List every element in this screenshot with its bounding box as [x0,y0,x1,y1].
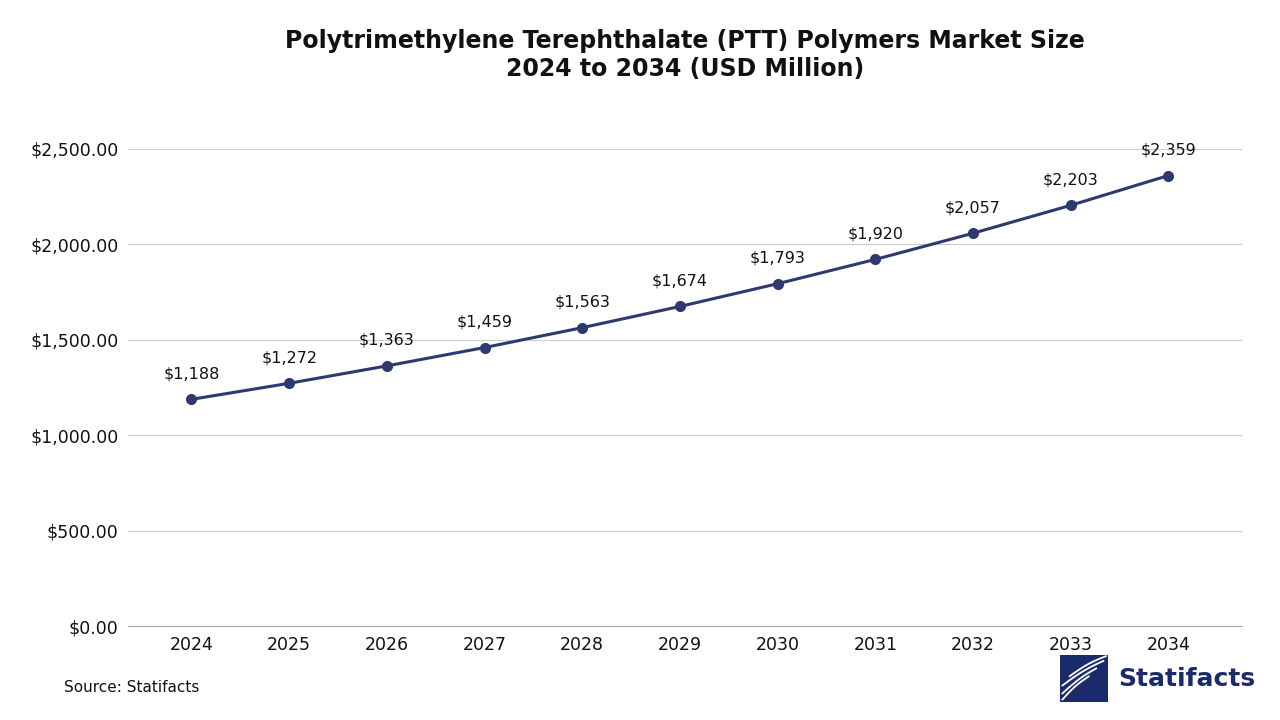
Text: $1,188: $1,188 [164,366,220,382]
Text: $2,359: $2,359 [1140,143,1197,158]
Text: Source: Statifacts: Source: Statifacts [64,680,200,695]
Text: $1,272: $1,272 [261,350,317,365]
Text: $1,563: $1,563 [554,294,611,310]
FancyBboxPatch shape [1060,655,1108,702]
Text: Statifacts: Statifacts [1119,667,1256,690]
Text: $2,057: $2,057 [945,200,1001,215]
Text: $1,793: $1,793 [750,251,805,266]
Text: $1,363: $1,363 [358,333,415,348]
Text: $1,459: $1,459 [457,315,512,330]
Text: $1,674: $1,674 [652,274,708,289]
Text: $2,203: $2,203 [1043,172,1098,187]
Title: Polytrimethylene Terephthalate (PTT) Polymers Market Size
2024 to 2034 (USD Mill: Polytrimethylene Terephthalate (PTT) Pol… [285,29,1084,81]
Text: $1,920: $1,920 [847,226,904,241]
